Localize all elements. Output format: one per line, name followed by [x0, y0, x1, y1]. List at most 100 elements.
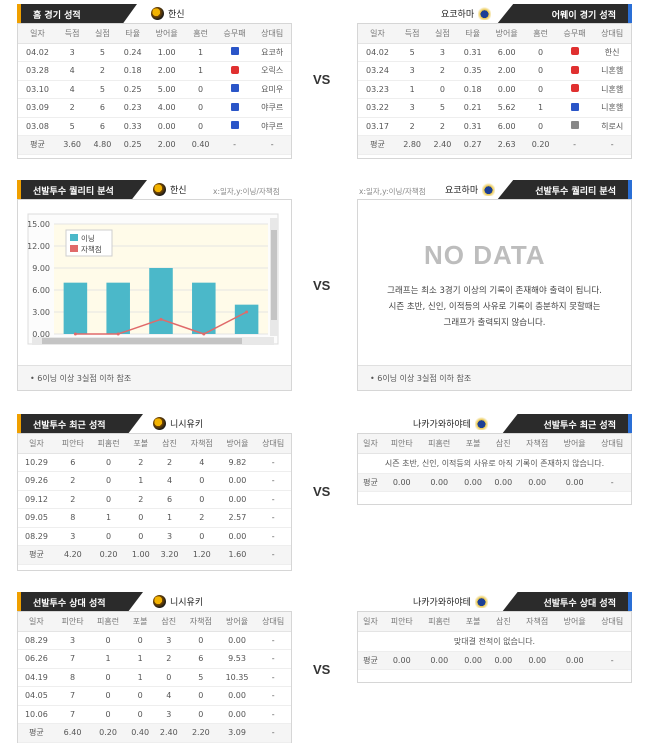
- cell-opponent: 요미우: [253, 80, 291, 99]
- column-header: 방어율: [218, 612, 256, 632]
- table-cell: 6: [155, 490, 184, 509]
- table-cell: 0: [183, 471, 220, 491]
- table-cell: 2.57: [219, 508, 256, 528]
- table-cell: 0: [126, 508, 156, 528]
- table-cell: 08.29: [18, 527, 55, 546]
- column-header: 타율: [117, 24, 148, 44]
- table-cell: 7: [54, 686, 91, 706]
- avg-cell-runs: 2.80: [396, 135, 428, 155]
- table-row: 09.12 2 0 2 6 0 0.00-: [18, 490, 291, 509]
- table-cell: 04.05: [18, 686, 55, 706]
- quality-right-title: 선발투수 퀄리티 분석: [497, 180, 632, 200]
- column-header: 승무패: [215, 24, 254, 44]
- versus-right-table: 일자 피안타 피홈런 포볼 삼진 자책점 방어율 상대팀 맞대결 전적이 없습니다. 평균 0.0…: [358, 612, 631, 670]
- cell-era: 4.00: [147, 98, 186, 118]
- cell-result: [215, 43, 254, 62]
- recent-left-table: 일자 피안타 피홈런 포볼 삼진 자책점 방어율 상대팀 10.29 6 0 2 2 4 9.82-09.…: [18, 434, 291, 565]
- average-row: 평균 3.60 4.80 0.25 2.00 0.40- -: [18, 135, 291, 155]
- table-row: 04.02 5 3 0.31 6.00 0 한신: [358, 43, 631, 62]
- no-data-title: NO DATA: [424, 240, 546, 270]
- earned-runs-point: [159, 317, 163, 321]
- innings-bar: [149, 268, 173, 334]
- quality-left-footnote: • 6이닝 이상 3실점 이하 참조: [18, 365, 291, 390]
- column-header: 상대팀: [593, 24, 631, 44]
- avg-cell: 0.00: [420, 651, 458, 670]
- table-cell: 09.26: [18, 471, 55, 491]
- result-win-badge-icon: [230, 47, 239, 56]
- avg-cell-hr: 0.40: [185, 135, 216, 155]
- vertical-scrollbar-thumb[interactable]: [271, 230, 277, 320]
- column-header: 삼진: [155, 434, 184, 454]
- cell-avg: 0.31: [457, 117, 488, 136]
- innings-bar: [63, 282, 88, 334]
- legend-label-innings: 이닝: [81, 233, 95, 243]
- avg-cell: 0.00: [383, 473, 421, 492]
- avg-cell: 0.20: [90, 545, 127, 565]
- avg-cell: 평균: [358, 651, 383, 670]
- table-cell: 06.26: [18, 649, 55, 669]
- versus-left-team: 니시유키: [153, 595, 203, 608]
- table-cell: 0.00: [218, 705, 256, 724]
- avg-cell: 2.20: [183, 723, 219, 743]
- table-cell: 0: [125, 631, 155, 650]
- table-cell: 10.29: [18, 453, 55, 472]
- table-cell: 3: [155, 527, 184, 546]
- tigers-logo-icon: [153, 183, 166, 196]
- table-row: 08.29 3 0 0 3 0 0.00-: [18, 527, 291, 546]
- column-header: 상대팀: [253, 24, 291, 44]
- table-row: 09.26 2 0 1 4 0 0.00-: [18, 471, 291, 491]
- column-header: 상대팀: [593, 612, 631, 632]
- baystars-logo-icon: [474, 595, 488, 608]
- cell-avg: 0.31: [457, 43, 488, 62]
- cell-allowed: 3: [427, 43, 458, 62]
- table-cell: 6: [183, 649, 219, 669]
- home-record-title: 홈 경기 성적: [17, 4, 137, 24]
- table-cell: -: [255, 490, 291, 509]
- cell-avg: 0.21: [457, 98, 488, 118]
- table-cell: 4: [154, 686, 184, 706]
- column-header: 홈런: [185, 24, 216, 44]
- column-header: 포볼: [457, 434, 489, 454]
- quality-left-header: 선발투수 퀄리티 분석 한신 x:일자,y:이닝/자책점: [17, 180, 292, 200]
- table-row: 03.10 4 5 0.25 5.00 0 요미우: [18, 80, 291, 99]
- table-cell: -: [255, 453, 291, 472]
- recent-right-header: 나카가와하야테 선발투수 최근 성적: [357, 414, 632, 434]
- cell-opponent: 요코하: [253, 43, 291, 62]
- column-header: 상대팀: [593, 434, 631, 454]
- avg-cell: 평균: [18, 545, 55, 565]
- versus-left-panel: 일자 피안타 피홈런 포볼 삼진 자책점 방어율 상대팀 08.29 3 0 0 3 0 0.00-06.…: [17, 611, 292, 743]
- result-win-badge-icon: [230, 84, 239, 93]
- table-cell: 2: [126, 490, 156, 509]
- column-header: 타율: [457, 24, 488, 44]
- table-cell: 9.82: [219, 453, 256, 472]
- table-header-row: 일자 피안타 피홈런 포볼 삼진 자책점 방어율 상대팀: [358, 612, 631, 632]
- quality-right-panel: NO DATA 그래프는 최소 3경기 이상의 기록이 존재해야 출력이 됩니다…: [357, 199, 632, 391]
- avg-cell: 6.40: [54, 723, 91, 743]
- table-cell: 1: [155, 508, 184, 528]
- table-cell: 0: [183, 631, 219, 650]
- y-tick-label: 15.00: [27, 220, 50, 229]
- average-row: 평균 6.40 0.20 0.40 2.40 2.20 3.09-: [18, 723, 291, 743]
- column-header: 피홈런: [90, 434, 127, 454]
- column-header: 방어율: [555, 612, 594, 632]
- column-header: 피홈런: [420, 612, 458, 632]
- avg-cell-label: 평균: [358, 135, 397, 155]
- vs-label-4: VS: [313, 662, 331, 677]
- table-cell: -: [255, 686, 291, 706]
- column-header: 승무패: [555, 24, 594, 44]
- table-cell: 0: [183, 490, 220, 509]
- table-cell: 0: [90, 527, 127, 546]
- column-header: 포볼: [125, 612, 155, 632]
- cell-date: 04.02: [358, 43, 397, 62]
- horizontal-scrollbar-thumb[interactable]: [42, 338, 242, 344]
- home-record-panel: 일자 득점 실점 타율 방어율 홈런 승무패 상대팀 04.02 3 5 0.24 1.00 1 요코하 0…: [17, 23, 292, 159]
- quality-left-team: 한신: [153, 183, 187, 196]
- average-row: 평균 0.00 0.00 0.00 0.00 0.00 0.00-: [358, 473, 631, 492]
- cell-result: [215, 61, 254, 81]
- cell-allowed: 5: [87, 43, 118, 62]
- cell-date: 03.17: [358, 117, 397, 136]
- avg-cell-era: 2.00: [147, 135, 186, 155]
- cell-result: [555, 61, 594, 81]
- avg-cell: 0.00: [420, 473, 458, 492]
